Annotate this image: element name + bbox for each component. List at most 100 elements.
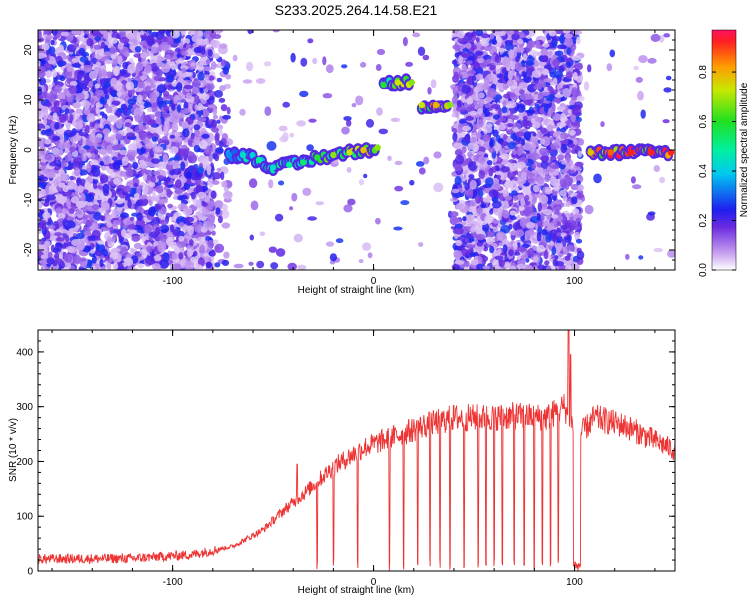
noise-speckle xyxy=(140,148,147,154)
noise-speckle xyxy=(61,208,68,214)
noise-speckle xyxy=(219,115,224,121)
noise-speckle xyxy=(559,232,567,237)
noise-speckle xyxy=(127,63,136,74)
noise-speckle xyxy=(201,93,210,101)
noise-speckle xyxy=(44,241,50,248)
noise-speckle xyxy=(147,107,153,113)
noise-speckle xyxy=(214,90,223,98)
noise-speckle xyxy=(84,180,90,190)
noise-speckle xyxy=(221,222,231,229)
noise-speckle xyxy=(111,247,121,253)
noise-speckle xyxy=(225,74,232,80)
noise-speckle xyxy=(423,156,430,165)
noise-speckle xyxy=(216,77,223,83)
noise-speckle xyxy=(409,179,415,186)
noise-speckle xyxy=(94,36,102,41)
noise-speckle xyxy=(135,252,142,258)
noise-speckle xyxy=(531,164,537,170)
noise-speckle xyxy=(503,134,508,141)
noise-speckle xyxy=(550,164,561,169)
noise-speckle xyxy=(576,62,583,68)
noise-speckle xyxy=(156,55,163,64)
noise-speckle xyxy=(79,178,86,187)
noise-speckle xyxy=(214,262,221,268)
noise-speckle xyxy=(180,144,188,150)
noise-speckle xyxy=(93,211,102,221)
noise-speckle xyxy=(54,232,63,237)
noise-speckle xyxy=(278,125,288,132)
noise-speckle xyxy=(92,179,99,185)
noise-speckle xyxy=(163,90,170,97)
noise-speckle xyxy=(195,184,202,193)
noise-speckle xyxy=(495,170,501,176)
noise-speckle xyxy=(101,155,111,165)
noise-speckle xyxy=(291,192,298,202)
noise-speckle xyxy=(83,145,91,150)
noise-speckle xyxy=(525,258,530,263)
noise-speckle xyxy=(406,61,412,67)
noise-speckle xyxy=(94,83,101,89)
noise-speckle xyxy=(138,130,147,141)
noise-speckle xyxy=(214,243,225,253)
noise-speckle xyxy=(46,194,56,201)
noise-speckle xyxy=(91,152,96,161)
noise-speckle xyxy=(39,245,47,251)
noise-speckle xyxy=(70,80,78,87)
noise-speckle xyxy=(155,226,161,236)
noise-speckle xyxy=(143,101,152,108)
noise-speckle xyxy=(322,93,333,99)
noise-speckle xyxy=(78,267,88,270)
noise-speckle xyxy=(46,257,55,265)
noise-speckle xyxy=(343,116,352,121)
noise-speckle xyxy=(48,46,56,55)
noise-speckle xyxy=(256,260,265,269)
noise-speckle xyxy=(91,204,100,210)
noise-speckle xyxy=(545,233,552,243)
noise-speckle xyxy=(565,237,570,243)
noise-speckle xyxy=(157,242,167,253)
noise-speckle xyxy=(422,54,430,61)
noise-speckle xyxy=(504,182,510,188)
noise-speckle xyxy=(43,30,49,35)
noise-speckle xyxy=(71,30,82,35)
noise-speckle xyxy=(430,79,437,89)
noise-speckle xyxy=(174,179,182,189)
noise-speckle xyxy=(115,119,123,129)
noise-speckle xyxy=(194,226,204,233)
noise-speckle xyxy=(52,135,61,141)
noise-speckle xyxy=(220,209,230,219)
noise-speckle xyxy=(462,48,469,53)
noise-speckle xyxy=(57,194,64,203)
noise-speckle xyxy=(347,198,356,206)
noise-speckle xyxy=(91,52,96,59)
noise-speckle xyxy=(89,159,99,167)
noise-speckle xyxy=(378,128,389,135)
noise-speckle xyxy=(57,160,62,168)
noise-speckle xyxy=(306,144,314,152)
noise-speckle xyxy=(166,188,172,198)
noise-speckle xyxy=(110,52,117,60)
noise-speckle xyxy=(66,198,72,209)
noise-speckle xyxy=(449,211,459,218)
noise-speckle xyxy=(289,206,294,211)
noise-speckle xyxy=(98,148,108,155)
noise-speckle xyxy=(89,70,98,80)
noise-speckle xyxy=(118,31,127,36)
noise-speckle xyxy=(155,185,164,194)
noise-speckle xyxy=(203,236,212,241)
noise-speckle xyxy=(80,193,86,202)
noise-speckle xyxy=(346,167,352,173)
noise-speckle xyxy=(75,87,83,93)
noise-speckle xyxy=(233,263,244,269)
noise-speckle xyxy=(163,124,169,135)
noise-speckle xyxy=(127,143,137,151)
noise-speckle xyxy=(122,61,129,70)
noise-speckle xyxy=(55,46,64,53)
noise-speckle xyxy=(144,169,153,176)
noise-speckle xyxy=(103,81,111,88)
noise-speckle xyxy=(537,162,543,168)
noise-speckle xyxy=(80,32,86,41)
noise-speckle xyxy=(232,54,238,62)
noise-speckle xyxy=(172,229,178,237)
noise-speckle xyxy=(92,167,101,178)
